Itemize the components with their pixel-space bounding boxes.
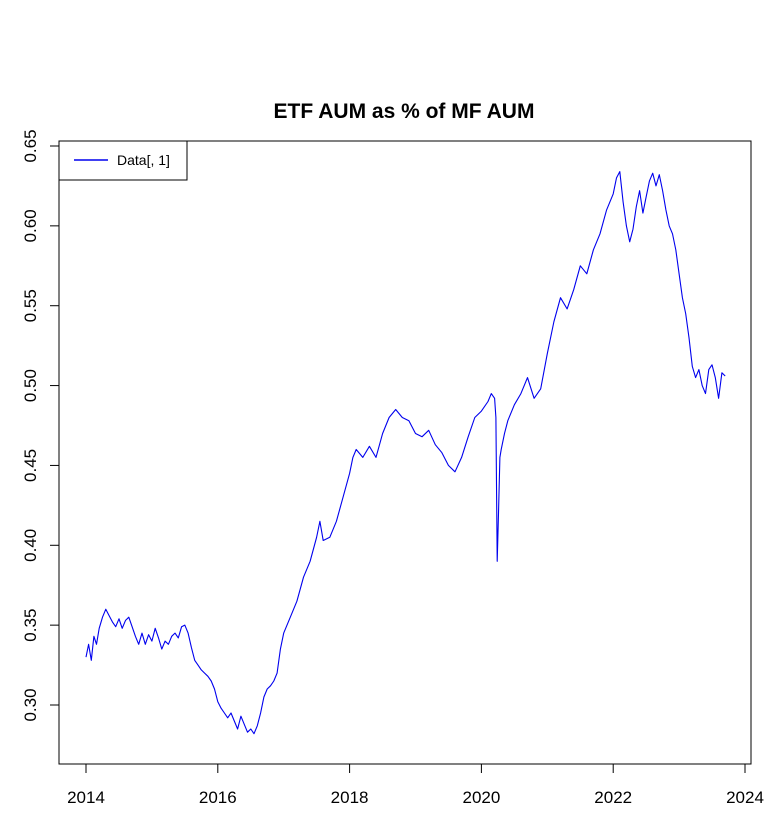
- y-tick-label: 0.50: [21, 369, 40, 402]
- plot-area-border: [58, 140, 752, 765]
- y-tick-label: 0.40: [21, 529, 40, 562]
- x-tick-label: 2014: [67, 788, 105, 807]
- y-tick-label: 0.65: [21, 129, 40, 162]
- y-tick-label: 0.45: [21, 449, 40, 482]
- legend: Data[, 1]: [58, 140, 188, 181]
- y-tick-label: 0.55: [21, 289, 40, 322]
- x-axis: 2014 2016 2018 2020 2022 2024: [67, 763, 764, 807]
- y-axis: 0.30 0.35 0.40 0.45 0.50 0.55 0.60 0.65: [21, 129, 60, 722]
- y-tick-label: 0.60: [21, 209, 40, 242]
- x-tick-label: 2016: [199, 788, 237, 807]
- y-tick-label: 0.35: [21, 609, 40, 642]
- x-tick-label: 2020: [462, 788, 500, 807]
- series-line-data-1: [85, 171, 726, 735]
- legend-label: Data[, 1]: [117, 152, 170, 168]
- y-tick-label: 0.30: [21, 688, 40, 721]
- x-tick-label: 2018: [331, 788, 369, 807]
- x-tick-label: 2024: [726, 788, 764, 807]
- x-tick-label: 2022: [594, 788, 632, 807]
- chart-title: ETF AUM as % of MF AUM: [274, 100, 535, 123]
